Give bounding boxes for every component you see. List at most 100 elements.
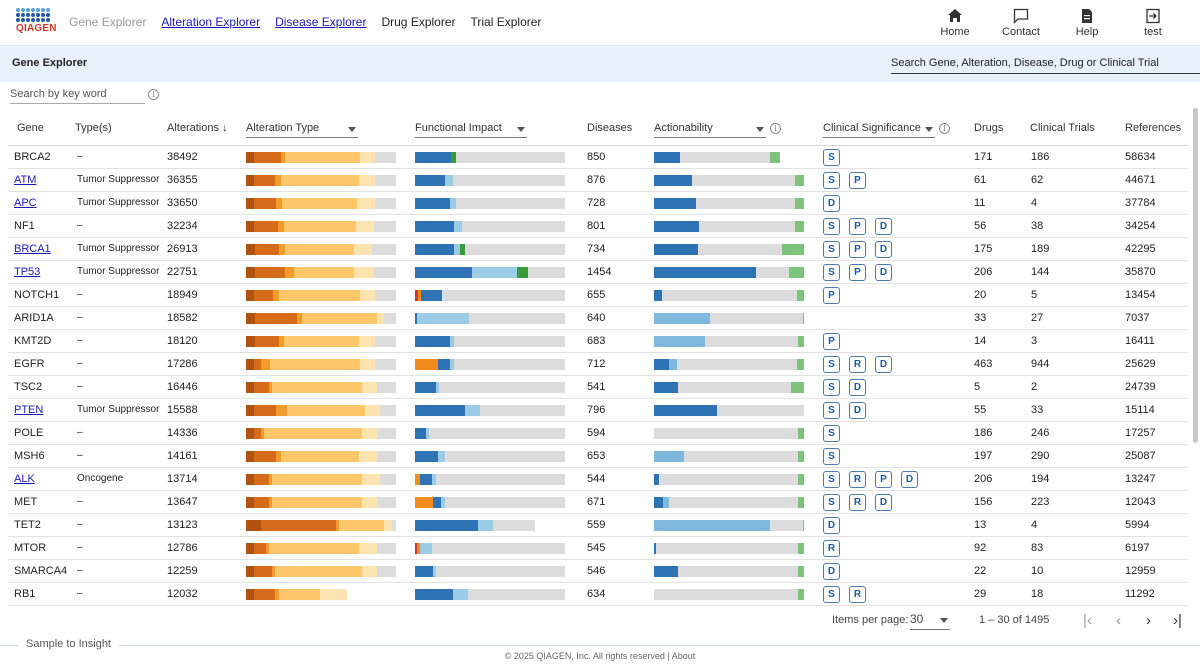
functional-impact-bar[interactable] — [415, 589, 565, 600]
alteration-type-bar[interactable] — [246, 244, 396, 255]
alteration-type-bar[interactable] — [246, 359, 396, 370]
functional-impact-bar[interactable] — [415, 152, 565, 163]
alteration-type-bar[interactable] — [246, 336, 396, 347]
significance-badge[interactable]: S — [823, 494, 840, 511]
nav-disease-explorer[interactable]: Disease Explorer — [275, 15, 367, 29]
table-row[interactable]: NF1 – 32234 801 S P D 56 38 34254 — [8, 215, 1188, 238]
functional-impact-bar[interactable] — [415, 175, 565, 186]
actionability-bar[interactable] — [654, 175, 804, 186]
alteration-type-bar[interactable] — [246, 566, 396, 577]
sort-down-icon[interactable]: ↓ — [222, 122, 228, 134]
significance-badge[interactable]: P — [823, 333, 840, 350]
alteration-type-bar[interactable] — [246, 175, 396, 186]
significance-badge[interactable]: S — [823, 586, 840, 603]
table-row[interactable]: SMARCA4– 12259 546 D 22 10 12959 — [8, 560, 1188, 583]
keyword-search-input[interactable]: Search by key word — [10, 88, 145, 104]
actionability-bar[interactable] — [654, 336, 804, 347]
global-search-input[interactable]: Search Gene, Alteration, Disease, Drug o… — [891, 57, 1200, 74]
significance-badge[interactable]: R — [849, 471, 866, 488]
alteration-type-bar[interactable] — [246, 543, 396, 554]
table-row[interactable]: POLE – 14336 594 S 186 246 17257 — [8, 422, 1188, 445]
alteration-type-bar[interactable] — [246, 589, 396, 600]
table-row[interactable]: TET2 – 13123 559 D 13 4 5994 — [8, 514, 1188, 537]
actionability-bar[interactable] — [654, 267, 804, 278]
functional-impact-bar[interactable] — [415, 520, 565, 531]
significance-badge[interactable]: S — [823, 448, 840, 465]
significance-badge[interactable]: D — [823, 195, 840, 212]
significance-badge[interactable]: P — [849, 241, 866, 258]
prev-page-icon[interactable]: ‹ — [1116, 612, 1121, 629]
significance-badge[interactable]: R — [849, 586, 866, 603]
actionability-bar[interactable] — [654, 152, 804, 163]
functional-impact-bar[interactable] — [415, 290, 565, 301]
alteration-type-bar[interactable] — [246, 152, 396, 163]
significance-badge[interactable]: S — [823, 402, 840, 419]
actionability-bar[interactable] — [654, 359, 804, 370]
nav-drug-explorer[interactable]: Drug Explorer — [381, 15, 456, 29]
significance-badge[interactable]: D — [823, 563, 840, 580]
significance-badge[interactable]: P — [875, 471, 892, 488]
alteration-type-bar[interactable] — [246, 428, 396, 439]
significance-badge[interactable]: D — [875, 264, 892, 281]
table-row[interactable]: BRCA2 – 38492 850 S 171 186 58634 — [8, 146, 1188, 169]
significance-badge[interactable]: S — [823, 241, 840, 258]
alteration-type-bar[interactable] — [246, 290, 396, 301]
significance-badge[interactable]: D — [875, 241, 892, 258]
functional-impact-bar[interactable] — [415, 359, 565, 370]
significance-badge[interactable]: S — [823, 149, 840, 166]
gene-cell[interactable]: PTEN — [14, 404, 44, 416]
significance-badge[interactable]: S — [823, 379, 840, 396]
functional-impact-bar[interactable] — [415, 428, 565, 439]
home-button[interactable]: Home — [922, 8, 988, 38]
significance-badge[interactable]: P — [823, 287, 840, 304]
table-row[interactable]: MSH6 – 14161 653 S 197 290 25087 — [8, 445, 1188, 468]
next-page-icon[interactable]: › — [1146, 612, 1151, 629]
nav-trial-explorer[interactable]: Trial Explorer — [470, 15, 542, 29]
functional-impact-select[interactable]: Functional Impact — [415, 122, 527, 138]
significance-badge[interactable]: D — [901, 471, 918, 488]
user-logout-button[interactable]: test — [1120, 8, 1186, 38]
significance-badge[interactable]: S — [823, 172, 840, 189]
functional-impact-bar[interactable] — [415, 451, 565, 462]
significance-badge[interactable]: R — [823, 540, 840, 557]
actionability-bar[interactable] — [654, 405, 804, 416]
col-references[interactable]: References — [1125, 122, 1182, 134]
significance-badge[interactable]: S — [823, 471, 840, 488]
table-row[interactable]: NOTCH1 – 18949 655 P 20 5 13454 — [8, 284, 1188, 307]
col-types[interactable]: Type(s) — [75, 122, 112, 134]
nav-gene-explorer[interactable]: Gene Explorer — [69, 15, 147, 29]
footer-copyright[interactable]: © 2025 QIAGEN, Inc. All rights reserved … — [504, 651, 696, 661]
table-row[interactable]: RB1 – 12032 634 S R 29 18 11292 — [8, 583, 1188, 606]
functional-impact-bar[interactable] — [415, 221, 565, 232]
scrollbar[interactable] — [1193, 108, 1198, 443]
col-diseases[interactable]: Diseases — [587, 122, 633, 134]
col-gene[interactable]: Gene — [17, 122, 44, 134]
significance-badge[interactable]: D — [849, 379, 866, 396]
contact-button[interactable]: Contact — [988, 8, 1054, 38]
functional-impact-bar[interactable] — [415, 474, 565, 485]
significance-badge[interactable]: R — [849, 494, 866, 511]
actionability-bar[interactable] — [654, 198, 804, 209]
table-row[interactable]: PTEN Tumor Suppressor 15588 796 S D 55 33 15114 — [8, 399, 1188, 422]
clinical-significance-select[interactable]: Clinical Significance — [823, 122, 935, 138]
functional-impact-bar[interactable] — [415, 543, 565, 554]
first-page-icon[interactable]: |‹ — [1083, 612, 1092, 629]
alteration-type-select[interactable]: Alteration Type — [246, 122, 358, 138]
alteration-type-bar[interactable] — [246, 267, 396, 278]
alteration-type-bar[interactable] — [246, 382, 396, 393]
items-per-page-select[interactable]: 30 — [910, 612, 950, 630]
actionability-bar[interactable] — [654, 382, 804, 393]
actionability-info[interactable]: i — [770, 122, 781, 134]
significance-badge[interactable]: D — [849, 402, 866, 419]
functional-impact-bar[interactable] — [415, 267, 565, 278]
col-alterations[interactable]: Alterations ↓ — [167, 122, 228, 134]
significance-badge[interactable]: D — [875, 218, 892, 235]
significance-badge[interactable]: D — [875, 356, 892, 373]
functional-impact-bar[interactable] — [415, 497, 565, 508]
functional-impact-bar[interactable] — [415, 198, 565, 209]
significance-badge[interactable]: S — [823, 264, 840, 281]
functional-impact-bar[interactable] — [415, 336, 565, 347]
actionability-bar[interactable] — [654, 428, 804, 439]
actionability-bar[interactable] — [654, 589, 804, 600]
actionability-bar[interactable] — [654, 543, 804, 554]
